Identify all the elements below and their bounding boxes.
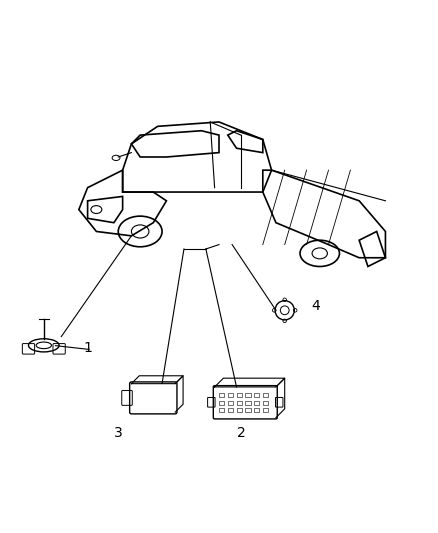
Text: 1: 1	[83, 341, 92, 354]
Text: 2: 2	[237, 426, 245, 440]
Bar	[228, 393, 233, 398]
Bar	[254, 393, 259, 398]
Bar	[219, 408, 224, 413]
Bar	[245, 400, 251, 405]
Text: 3: 3	[114, 426, 123, 440]
Bar	[254, 408, 259, 413]
Bar	[219, 393, 224, 398]
Bar	[228, 400, 233, 405]
Text: 4: 4	[311, 299, 320, 313]
Bar	[237, 393, 242, 398]
Bar	[263, 393, 268, 398]
Bar	[245, 408, 251, 413]
Bar	[237, 400, 242, 405]
Bar	[228, 408, 233, 413]
Bar	[237, 408, 242, 413]
Bar	[254, 400, 259, 405]
Bar	[245, 393, 251, 398]
Bar	[219, 400, 224, 405]
Bar	[263, 408, 268, 413]
Bar	[263, 400, 268, 405]
